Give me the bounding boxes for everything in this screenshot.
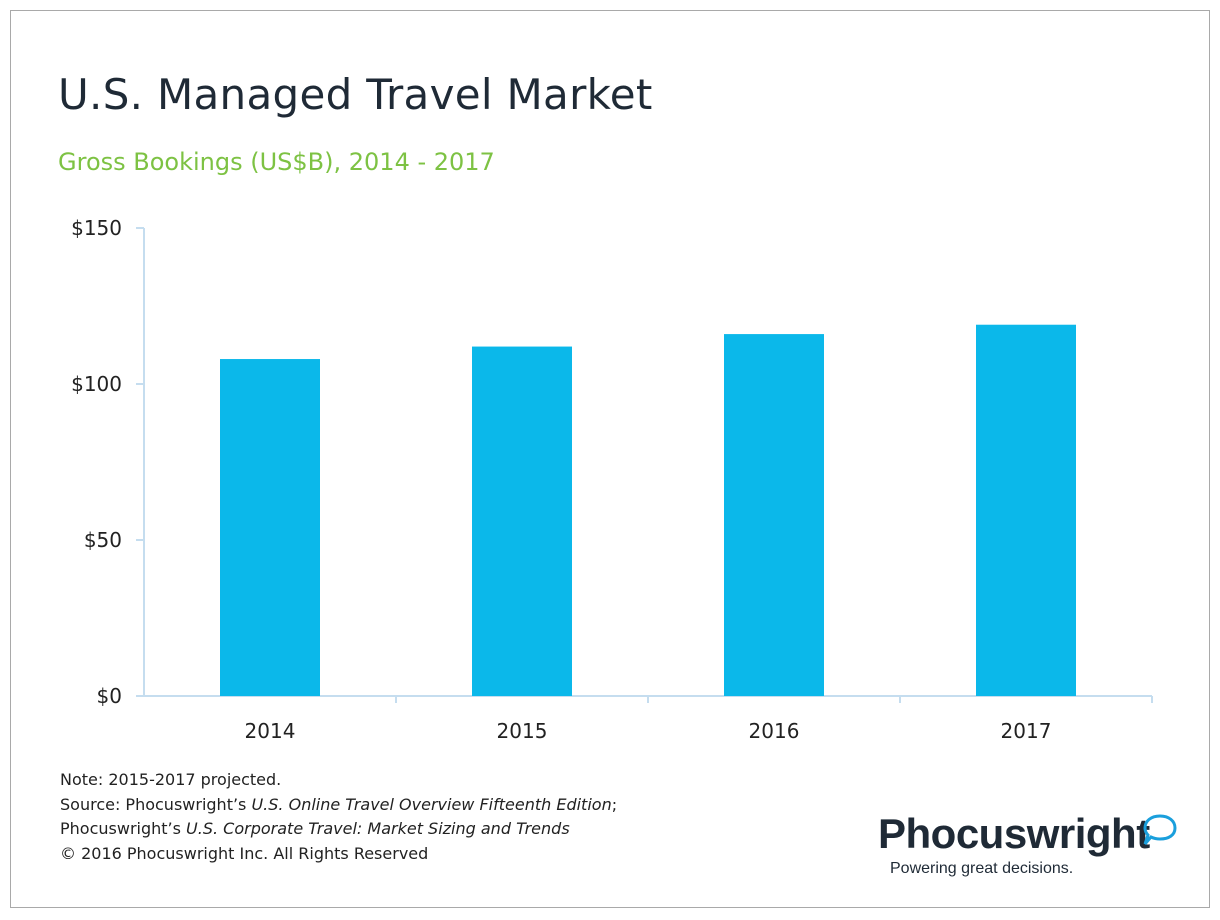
y-tick-label: $50 [84,528,122,552]
source-title-2: U.S. Corporate Travel: Market Sizing and… [186,819,570,838]
source-line-1: Source: Phocuswright’s U.S. Online Trave… [60,794,618,814]
y-tick-label: $0 [97,684,122,708]
bar-2014 [220,359,320,696]
bar-2017 [976,324,1076,696]
y-tick-label: $100 [71,372,122,396]
bar-2016 [724,334,824,696]
x-tick-label: 2016 [749,719,800,743]
bar-2015 [472,346,572,696]
source-line-2: Phocuswright’s U.S. Corporate Travel: Ma… [60,819,570,838]
logo-wordmark: Phocuswright [878,810,1150,857]
footnotes: Note: 2015-2017 projected. Source: Phocu… [60,768,617,866]
x-tick-label: 2014 [245,719,296,743]
phocuswright-logo: Phocuswright Powering great decisions. [878,810,1177,878]
chart-subtitle: Gross Bookings (US$B), 2014 - 2017 [58,148,495,176]
x-tick-label: 2015 [497,719,548,743]
logo-tagline: Powering great decisions. [890,860,1074,877]
note-line: Note: 2015-2017 projected. [60,770,282,789]
copyright-line: © 2016 Phocuswright Inc. All Rights Rese… [60,843,429,863]
speech-bubble-icon [1143,814,1177,845]
chart-title: U.S. Managed Travel Market [58,70,653,119]
source-title-1: U.S. Online Travel Overview Fifteenth Ed… [251,794,612,814]
y-tick-label: $150 [71,216,122,240]
x-tick-label: 2017 [1001,719,1052,743]
